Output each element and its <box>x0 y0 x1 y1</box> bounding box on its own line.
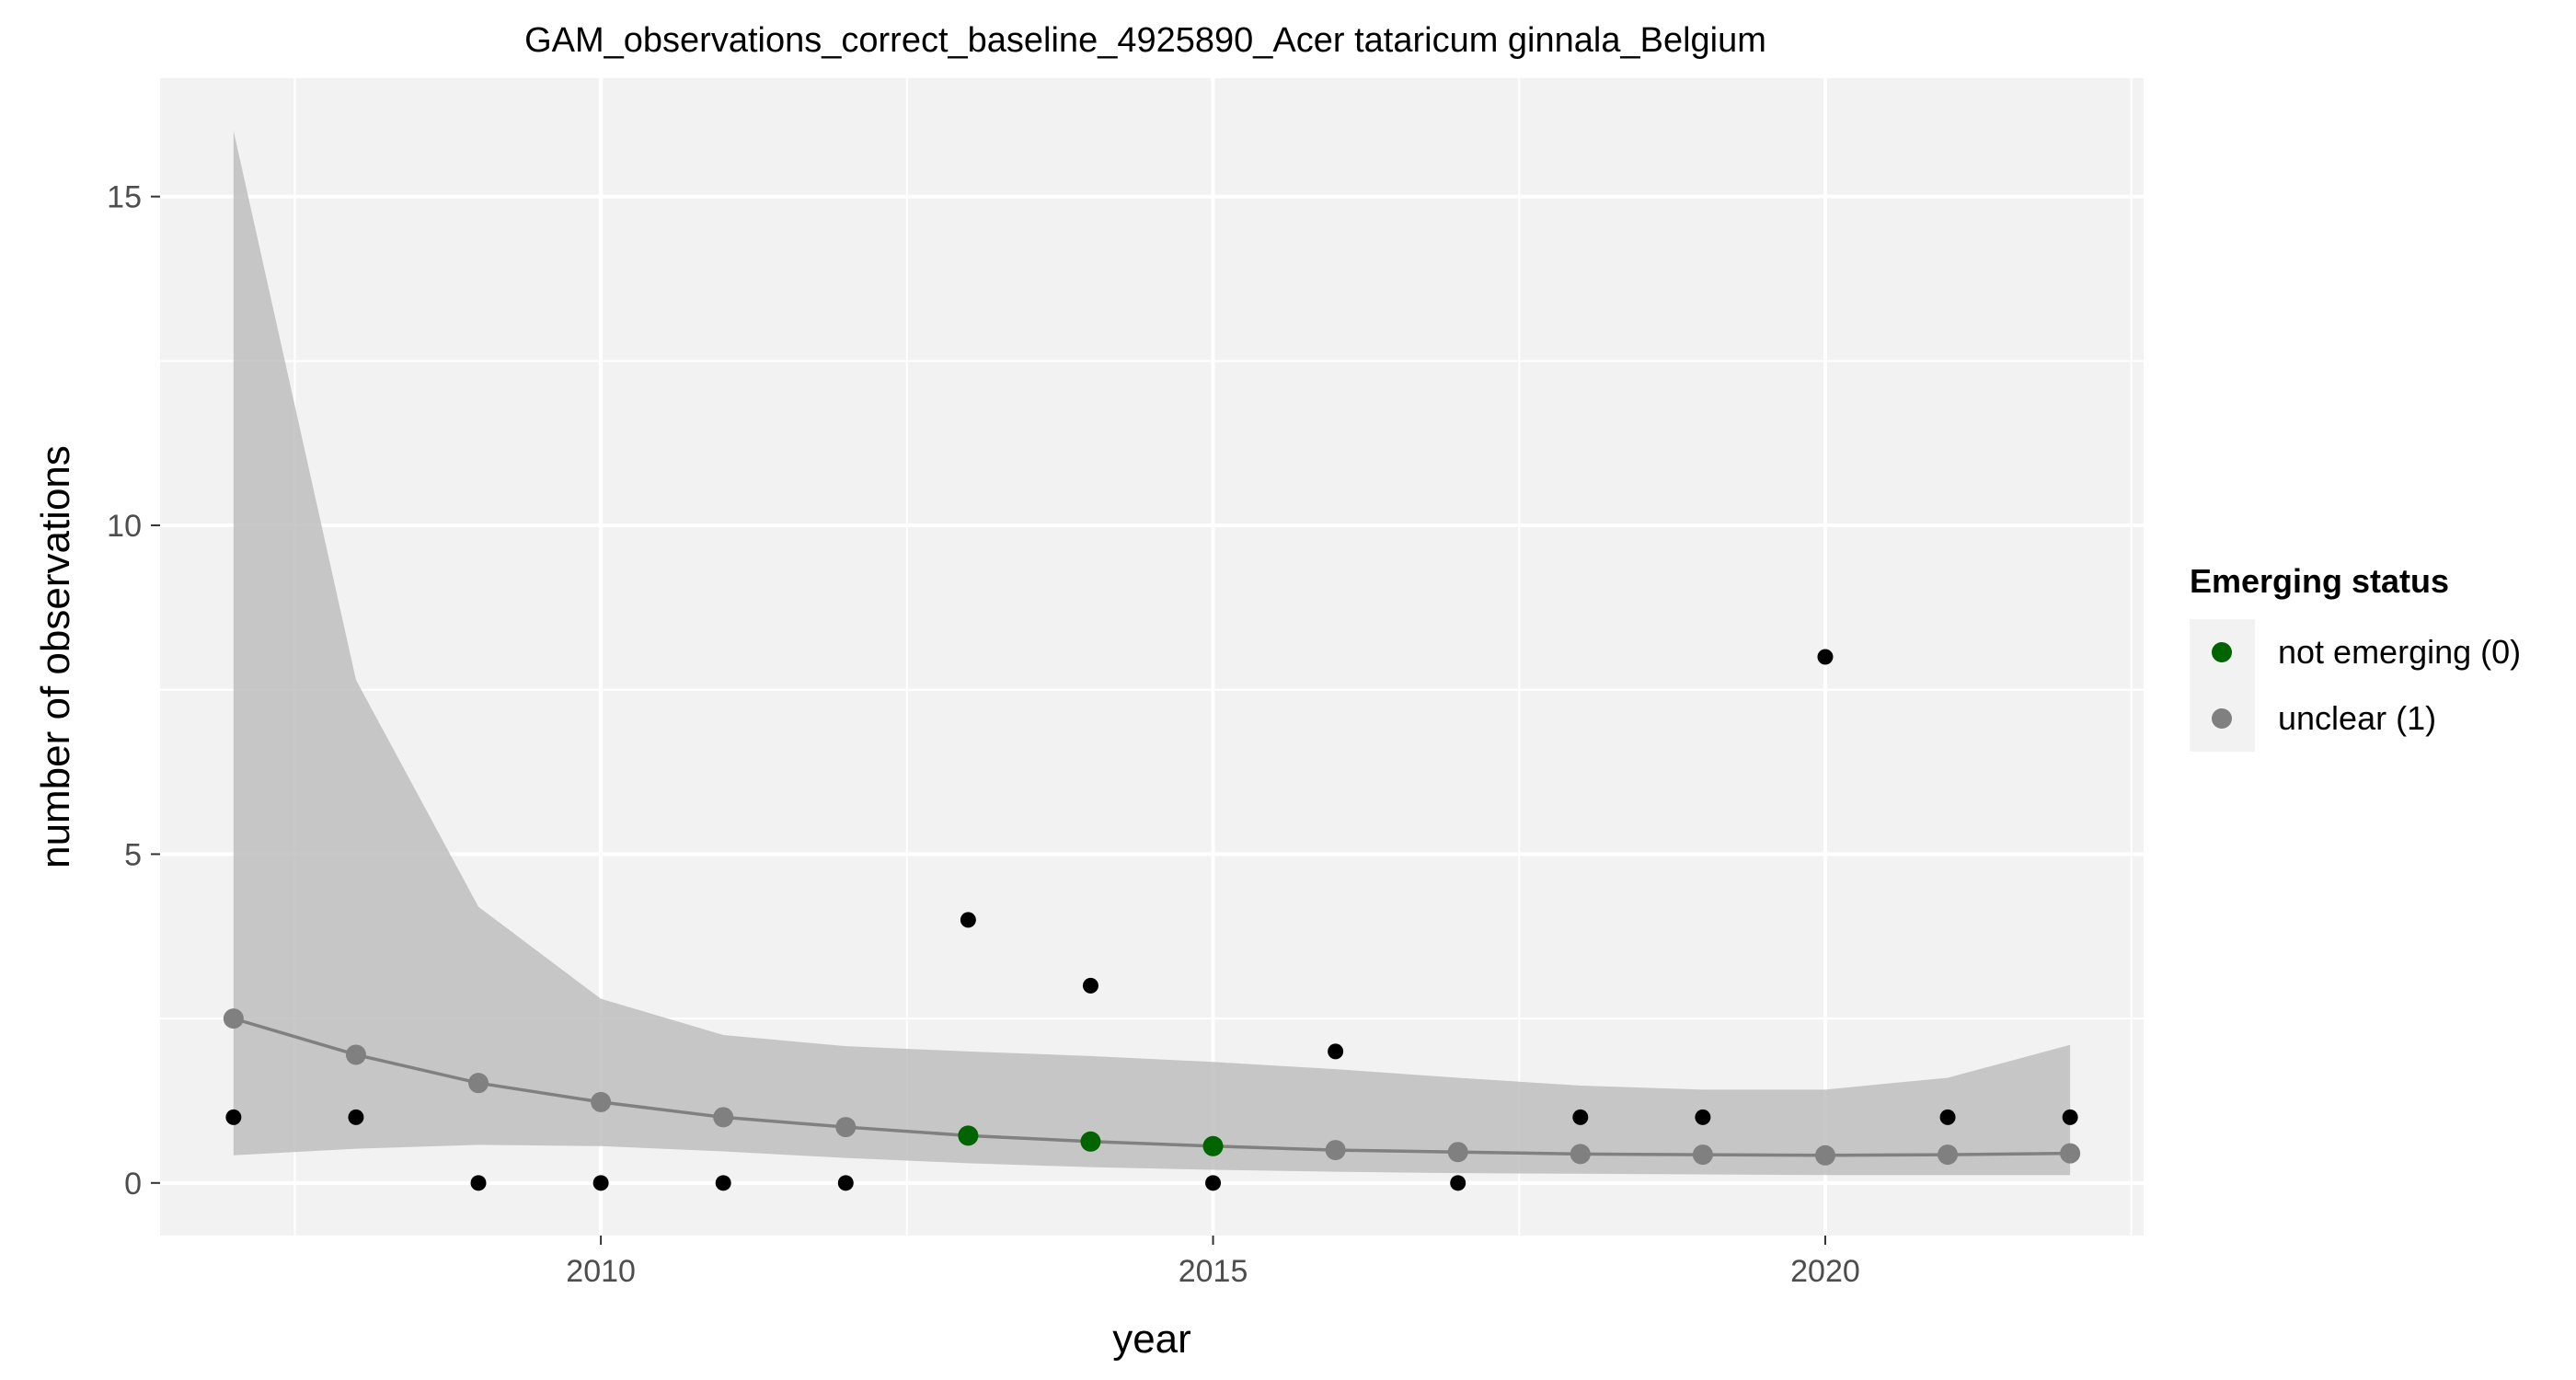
legend: Emerging status not emerging (0) unclear… <box>2190 562 2521 752</box>
fit-point <box>1570 1144 1591 1165</box>
legend-key-unclear <box>2212 708 2232 729</box>
fit-point <box>223 1008 244 1029</box>
observed-point <box>1328 1043 1344 1060</box>
legend-label-not-emerging: not emerging (0) <box>2278 633 2521 671</box>
fit-point <box>591 1091 612 1112</box>
confidence-band <box>233 131 2071 1176</box>
x-axis-title: year <box>1112 1317 1191 1362</box>
y-tick-label: 0 <box>124 1167 142 1202</box>
fit-point <box>958 1125 979 1146</box>
y-axis-title: number of observations <box>33 445 78 868</box>
fit-point <box>345 1044 366 1065</box>
observed-point <box>1450 1175 1466 1191</box>
x-axis-ticks: 2010 2015 2020 <box>566 1236 1860 1289</box>
observed-point <box>2062 1109 2078 1125</box>
observed-point <box>1082 977 1098 994</box>
y-axis-ticks: 0 5 10 15 <box>107 180 160 1202</box>
observed-point <box>1817 649 1834 665</box>
fit-line-layer <box>233 1017 2071 1157</box>
fit-point <box>1938 1144 1959 1166</box>
fit-point <box>1692 1144 1713 1166</box>
fit-point <box>2060 1143 2081 1164</box>
observed-point <box>715 1175 731 1191</box>
observed-point <box>1695 1109 1711 1125</box>
fit-point <box>468 1073 489 1094</box>
fit-point <box>1202 1135 1224 1156</box>
observed-point <box>225 1109 242 1125</box>
x-tick-label: 2015 <box>1179 1254 1248 1289</box>
observed-point <box>1939 1109 1956 1125</box>
x-tick-label: 2010 <box>566 1254 636 1289</box>
observed-point <box>470 1175 487 1191</box>
fit-point <box>1080 1131 1101 1152</box>
x-tick-label: 2020 <box>1790 1254 1860 1289</box>
fit-line <box>233 1017 2071 1157</box>
minor-gridlines <box>160 78 2144 1236</box>
fit-point <box>1325 1140 1346 1161</box>
y-tick-label: 5 <box>124 837 142 872</box>
confidence-band-layer <box>233 131 2071 1176</box>
fit-point <box>1447 1142 1468 1163</box>
legend-key-not-emerging <box>2212 642 2232 662</box>
observed-point <box>1205 1175 1222 1191</box>
legend-label-unclear: unclear (1) <box>2278 699 2436 737</box>
observed-point <box>960 912 976 928</box>
observed-point <box>592 1175 609 1191</box>
y-tick-label: 10 <box>107 509 142 544</box>
observed-point <box>348 1109 364 1125</box>
fit-point <box>713 1107 734 1128</box>
legend-title: Emerging status <box>2190 562 2449 600</box>
y-tick-label: 15 <box>107 180 142 215</box>
fit-point <box>835 1117 857 1138</box>
observed-point <box>1572 1109 1589 1125</box>
observed-point <box>837 1175 854 1191</box>
fit-points-layer <box>223 1008 2081 1166</box>
fit-point <box>1814 1144 1835 1166</box>
observed-points-layer <box>225 649 2078 1191</box>
chart-title: GAM_observations_correct_baseline_492589… <box>524 21 1766 60</box>
